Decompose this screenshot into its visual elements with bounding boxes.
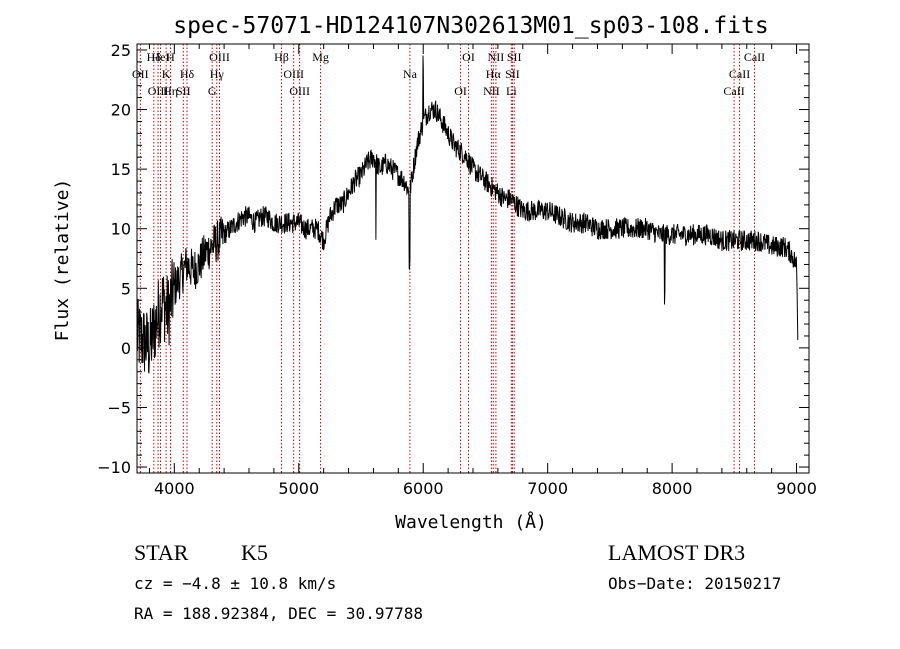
- x-axis-label: Wavelength (Å): [395, 511, 547, 533]
- x-tick-label: 5000: [278, 479, 319, 498]
- y-axis-ticks: −10 −5 0 5 10 15 20 25: [97, 41, 809, 477]
- spectral-line-label: CaII: [744, 50, 765, 64]
- spectral-line-label: G: [208, 84, 217, 98]
- plot-frame: [136, 43, 810, 474]
- spectral-line-label: OIII: [289, 84, 310, 98]
- y-tick-label: 15: [111, 160, 131, 179]
- spectral-line-label: OIII: [209, 50, 230, 64]
- spectral-line-label: H: [166, 50, 175, 64]
- spectral-line-label: OI: [462, 50, 475, 64]
- spectral-line-label: NII: [488, 50, 505, 64]
- spectral-line-label: Hη: [163, 84, 178, 98]
- y-tick-label: 20: [111, 101, 131, 120]
- spectral-line-label: OIII: [283, 67, 304, 81]
- spectral-line-label: Li: [506, 84, 517, 98]
- spectral-line-label: SII: [176, 84, 191, 98]
- spectral-line-label: HeI: [152, 50, 170, 64]
- star-class-label: STAR: [134, 540, 189, 565]
- x-axis-ticks: 4000 5000 6000 7000 8000 9000: [148, 44, 817, 498]
- spectral-line-label: SII: [505, 67, 520, 81]
- x-tick-label: 6000: [403, 479, 444, 498]
- spectral-line-label: CaII: [723, 84, 744, 98]
- spectral-line-label: Na: [403, 67, 418, 81]
- spectral-line-label: Hα: [486, 67, 502, 81]
- spectral-line-label: OIII: [148, 84, 169, 98]
- spectral-line-label: Hβ: [274, 50, 289, 64]
- x-tick-label: 8000: [652, 479, 693, 498]
- coords-label: RA = 188.92384, DEC = 30.97788: [134, 604, 423, 623]
- spectral-line-label: Mg: [312, 50, 329, 64]
- spectral-line-label: K: [162, 67, 171, 81]
- y-axis-label: Flux (relative): [52, 179, 73, 342]
- spectral-line-label: Hδ: [147, 50, 162, 64]
- spectral-line-labels: HδOIIOIIIHeIKHηHHδSIIOIIIHγGHβOIIIOIIIMg…: [132, 50, 765, 98]
- spectrum-line: [136, 55, 799, 374]
- spectral-line-label: Hδ: [180, 67, 195, 81]
- y-tick-label: 10: [111, 220, 131, 239]
- spectral-line-label: OI: [454, 84, 467, 98]
- spectral-line-label: Hγ: [210, 67, 225, 81]
- x-tick-label: 9000: [776, 479, 817, 498]
- spectral-line-markers: [139, 44, 755, 473]
- spectral-line-label: CaII: [729, 67, 750, 81]
- y-tick-label: −5: [107, 398, 131, 417]
- y-tick-label: 25: [111, 41, 131, 60]
- survey-label: LAMOST DR3: [608, 540, 745, 565]
- obs-date-label: Obs−Date: 20150217: [608, 574, 781, 593]
- cz-label: cz = −4.8 ± 10.8 km/s: [134, 574, 336, 593]
- chart-title: spec-57071-HD124107N302613M01_sp03-108.f…: [173, 13, 768, 39]
- y-tick-label: 5: [121, 279, 131, 298]
- y-tick-label: 0: [121, 339, 131, 358]
- y-tick-label: −10: [97, 458, 131, 477]
- spectral-line-label: NII: [483, 84, 500, 98]
- spectral-line-label: SII: [507, 50, 522, 64]
- x-tick-label: 4000: [154, 479, 195, 498]
- star-subclass-label: K5: [241, 540, 268, 565]
- x-tick-label: 7000: [527, 479, 568, 498]
